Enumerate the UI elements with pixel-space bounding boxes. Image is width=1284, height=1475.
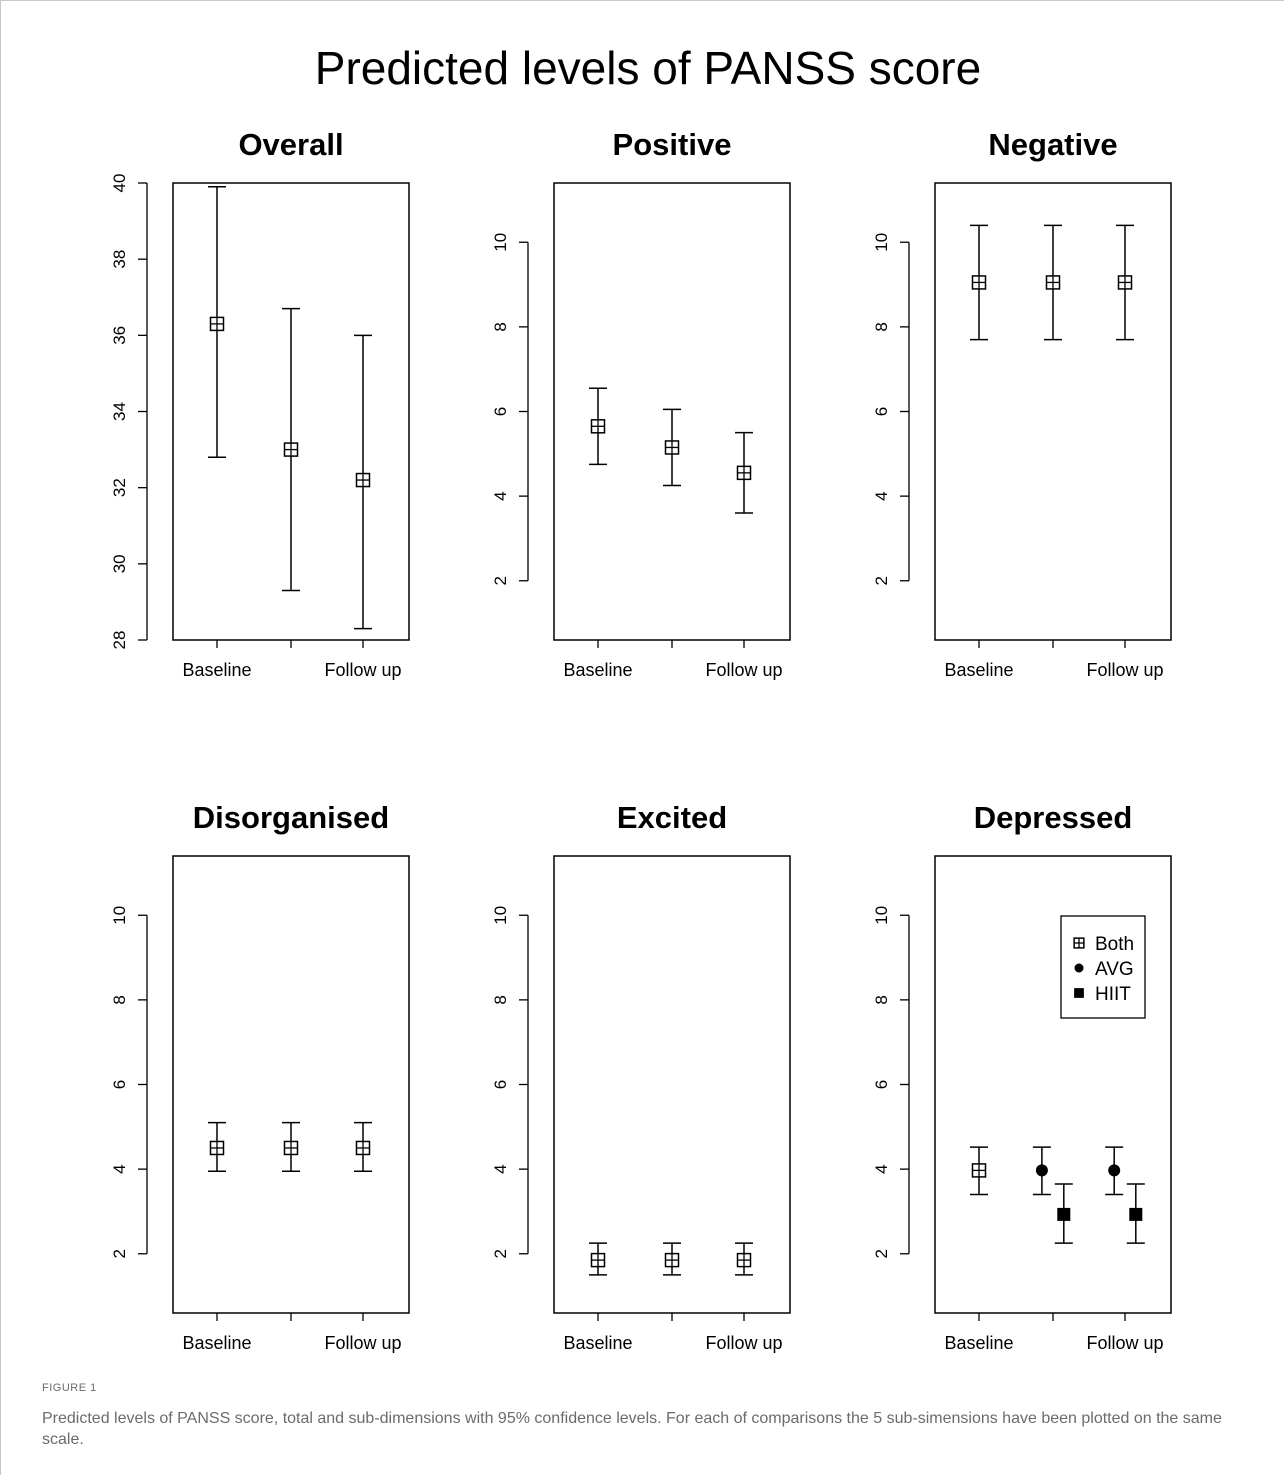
legend-marker-hiit [1074,988,1084,998]
x-tick-label: Follow up [705,660,782,680]
figure-plots: Predicted levels of PANSS score Overall 2… [110,42,1172,1353]
data-point-both [971,275,987,290]
y-tick-label: 8 [491,322,510,331]
panel-title: Negative [988,127,1117,162]
data-point-both [1117,275,1133,290]
x-tick-label: Follow up [324,1333,401,1353]
data-point-both [355,472,371,488]
x-tick-label: Baseline [944,660,1013,680]
legend-label: HIIT [1095,984,1131,1005]
panel-title: Excited [617,800,727,835]
y-tick-label: 2 [872,1249,891,1258]
y-tick-label: 6 [491,407,510,416]
y-tick-label: 2 [872,576,891,585]
y-tick-label: 8 [110,995,129,1004]
y-tick-label: 8 [872,995,891,1004]
x-tick-label: Baseline [944,1333,1013,1353]
chart-panel-overall: Overall 28 30 32 34 36 38 40 Baseline Follow up [110,127,410,680]
figure-title: Predicted levels of PANSS score [315,42,981,94]
panel-title: Positive [613,127,732,162]
y-tick-label: 6 [491,1080,510,1089]
data-point-both [283,1140,299,1156]
chart-panel-positive: Positive 2 4 6 8 10 Baseline Follow up [491,127,791,680]
y-tick-label: 2 [110,1249,129,1258]
y-tick-label: 34 [110,402,129,421]
y-tick-label: 10 [491,233,510,252]
x-tick-label: Follow up [705,1333,782,1353]
y-tick-label: 40 [110,174,129,193]
data-point-both [1045,275,1061,290]
data-point-both [664,440,680,455]
legend-label: Both [1095,934,1134,955]
x-tick-label: Baseline [182,660,251,680]
figure-label: FIGURE 1 [42,1382,97,1394]
x-tick-label: Baseline [563,1333,632,1353]
data-point-avg [1108,1164,1121,1177]
data-point-both [664,1252,680,1268]
y-tick-label: 2 [491,576,510,585]
x-tick-label: Follow up [324,660,401,680]
legend-marker-avg [1074,963,1084,973]
data-point-hiit [1129,1207,1143,1221]
data-point-both [209,1140,225,1156]
legend: Both AVG HIIT [1060,915,1146,1019]
y-tick-label: 10 [872,233,891,252]
x-tick-label: Follow up [1086,660,1163,680]
data-point-both [590,1252,606,1268]
panel-title: Depressed [974,800,1133,835]
data-point-both [209,316,225,332]
y-tick-label: 10 [110,906,129,925]
panel-title: Disorganised [193,800,389,835]
chart-panel-disorganised: Disorganised 2 4 6 8 10 Baseline Follow up [110,800,410,1353]
data-point-both [971,1163,987,1178]
y-tick-label: 28 [110,631,129,650]
data-point-avg [1035,1164,1048,1177]
x-tick-label: Follow up [1086,1333,1163,1353]
y-tick-label: 4 [872,1164,891,1173]
chart-panel-depressed: Depressed 2 4 6 8 10 Baseline Follow up Both AVG H… [872,800,1172,1353]
legend-marker-both [1073,937,1085,949]
y-tick-label: 30 [110,554,129,573]
legend-label: AVG [1095,959,1134,980]
data-point-both [355,1140,371,1156]
y-tick-label: 38 [110,250,129,269]
plot-box [172,855,410,1314]
chart-panel-excited: Excited 2 4 6 8 10 Baseline Follow up [491,800,791,1353]
data-point-both [590,419,606,434]
y-tick-label: 32 [110,478,129,497]
x-tick-label: Baseline [182,1333,251,1353]
y-tick-label: 6 [872,407,891,416]
y-tick-label: 8 [491,995,510,1004]
y-tick-label: 4 [491,1164,510,1173]
x-tick-label: Baseline [563,660,632,680]
y-tick-label: 6 [110,1080,129,1089]
y-tick-label: 4 [872,491,891,500]
y-tick-label: 4 [491,491,510,500]
y-tick-label: 8 [872,322,891,331]
data-point-both [736,465,752,481]
y-tick-label: 10 [491,906,510,925]
y-tick-label: 4 [110,1164,129,1173]
y-tick-label: 2 [491,1249,510,1258]
figure-caption: Predicted levels of PANSS score, total a… [42,1410,1222,1448]
y-tick-label: 10 [872,906,891,925]
data-point-both [283,442,299,457]
y-tick-label: 6 [872,1080,891,1089]
y-tick-label: 36 [110,326,129,345]
chart-panel-negative: Negative 2 4 6 8 10 Baseline Follow up [872,127,1172,680]
panel-title: Overall [238,127,343,162]
data-point-both [736,1252,752,1268]
data-point-hiit [1057,1207,1071,1221]
